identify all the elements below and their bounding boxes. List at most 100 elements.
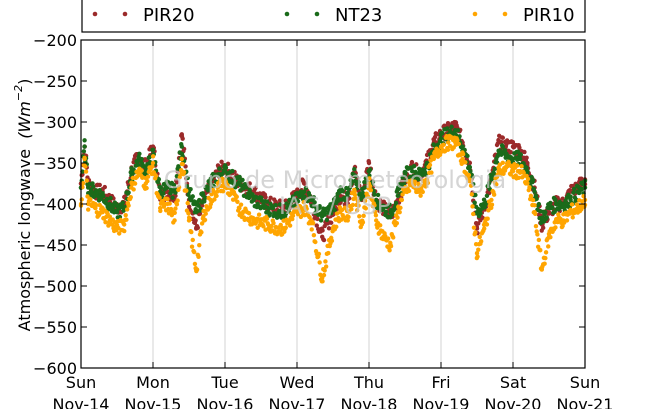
data-point-PIR20 [263, 195, 268, 200]
data-point-NT23 [211, 183, 216, 189]
data-point-NT23 [97, 188, 102, 193]
data-point-NT23 [472, 200, 477, 205]
data-point-PIR10 [368, 188, 374, 193]
data-point-PIR20 [295, 187, 300, 192]
data-point-PIR10 [171, 220, 176, 225]
data-point-NT23 [104, 196, 110, 202]
data-point-PIR10 [323, 264, 329, 269]
data-point-PIR10 [394, 221, 400, 226]
data-point-PIR10 [579, 199, 585, 204]
data-point-PIR10 [264, 216, 270, 221]
legend-marker-PIR20 [92, 11, 98, 17]
x-tick-label-day: Sun [570, 373, 600, 392]
data-point-NT23 [498, 148, 503, 154]
data-point-NT23 [478, 211, 483, 216]
data-point-NT23 [188, 186, 193, 192]
x-tick-label-date: Nov-16 [197, 395, 254, 409]
data-point-NT23 [243, 185, 249, 190]
data-point-NT23 [322, 212, 327, 217]
data-point-PIR10 [412, 179, 418, 184]
data-point-PIR10 [199, 221, 205, 226]
data-point-PIR10 [180, 161, 185, 167]
data-point-PIR10 [536, 237, 542, 243]
data-point-PIR10 [476, 247, 481, 252]
data-point-NT23 [273, 202, 278, 208]
data-point-NT23 [264, 199, 270, 204]
data-point-PIR10 [383, 233, 388, 239]
data-point-PIR10 [124, 217, 129, 222]
data-point-PIR20 [366, 159, 371, 164]
data-point-NT23 [91, 184, 96, 189]
data-point-NT23 [530, 178, 536, 183]
data-point-PIR10 [372, 209, 378, 215]
y-tick-label: −300 [33, 113, 77, 132]
data-point-NT23 [104, 201, 109, 206]
data-point-NT23 [200, 191, 206, 196]
data-point-PIR20 [102, 184, 107, 190]
x-tick-label-date: Nov-14 [53, 395, 110, 409]
data-point-NT23 [209, 176, 214, 182]
data-point-NT23 [345, 190, 350, 196]
data-point-PIR10 [234, 194, 239, 199]
data-point-PIR10 [175, 198, 180, 203]
data-point-PIR10 [548, 235, 553, 240]
data-point-PIR10 [399, 197, 405, 203]
data-point-PIR10 [391, 235, 396, 240]
data-point-PIR10 [167, 201, 172, 206]
data-point-PIR10 [98, 210, 103, 216]
data-point-NT23 [230, 168, 235, 174]
data-point-PIR10 [360, 220, 366, 225]
data-point-PIR10 [80, 181, 86, 186]
data-point-PIR10 [546, 244, 551, 249]
legend-marker-PIR10 [502, 11, 508, 17]
data-point-NT23 [126, 190, 131, 195]
data-point-PIR10 [423, 184, 428, 189]
data-point-PIR10 [283, 225, 288, 230]
data-point-NT23 [531, 186, 537, 192]
data-point-PIR10 [397, 210, 402, 215]
data-point-NT23 [540, 215, 545, 220]
data-point-PIR20 [314, 223, 319, 228]
data-point-PIR10 [190, 237, 195, 243]
data-point-PIR10 [542, 261, 547, 266]
data-point-PIR10 [486, 199, 492, 204]
data-point-PIR10 [370, 197, 375, 203]
data-point-PIR10 [184, 188, 189, 193]
data-point-PIR10 [317, 260, 322, 265]
data-point-NT23 [163, 185, 169, 190]
data-point-PIR10 [363, 206, 369, 211]
data-point-PIR10 [471, 225, 477, 230]
data-point-NT23 [170, 195, 175, 200]
data-point-PIR10 [352, 192, 358, 198]
y-tick-label: −500 [33, 277, 77, 296]
data-point-PIR10 [215, 189, 220, 194]
data-point-PIR10 [290, 213, 296, 218]
data-point-PIR20 [195, 225, 201, 230]
legend-label-PIR10: PIR10 [523, 5, 575, 26]
data-point-PIR10 [82, 155, 87, 161]
data-point-PIR10 [265, 221, 270, 226]
grid-lines [152, 40, 514, 368]
data-point-PIR10 [165, 196, 170, 202]
data-point-PIR10 [88, 197, 93, 202]
data-point-PIR10 [103, 220, 108, 225]
data-point-PIR20 [517, 145, 522, 150]
data-point-PIR10 [236, 205, 242, 210]
x-tick-labels: Sun Nov-14 Mon Nov-15 Tue Nov-16 Wed Nov-17 Thu N… [53, 373, 614, 409]
data-point-PIR10 [307, 215, 312, 220]
data-point-PIR10 [316, 251, 322, 257]
data-point-PIR20 [476, 221, 481, 226]
data-point-NT23 [515, 149, 521, 154]
x-tick-label-day: Mon [136, 373, 170, 392]
data-point-NT23 [328, 210, 334, 216]
data-point-PIR20 [277, 198, 283, 203]
data-point-PIR10 [349, 206, 354, 212]
data-point-PIR20 [522, 149, 527, 155]
data-point-NT23 [82, 138, 87, 143]
data-point-NT23 [81, 149, 87, 154]
data-point-PIR10 [425, 180, 431, 186]
data-point-NT23 [387, 202, 392, 207]
data-point-PIR10 [570, 215, 575, 220]
data-point-NT23 [361, 194, 366, 199]
